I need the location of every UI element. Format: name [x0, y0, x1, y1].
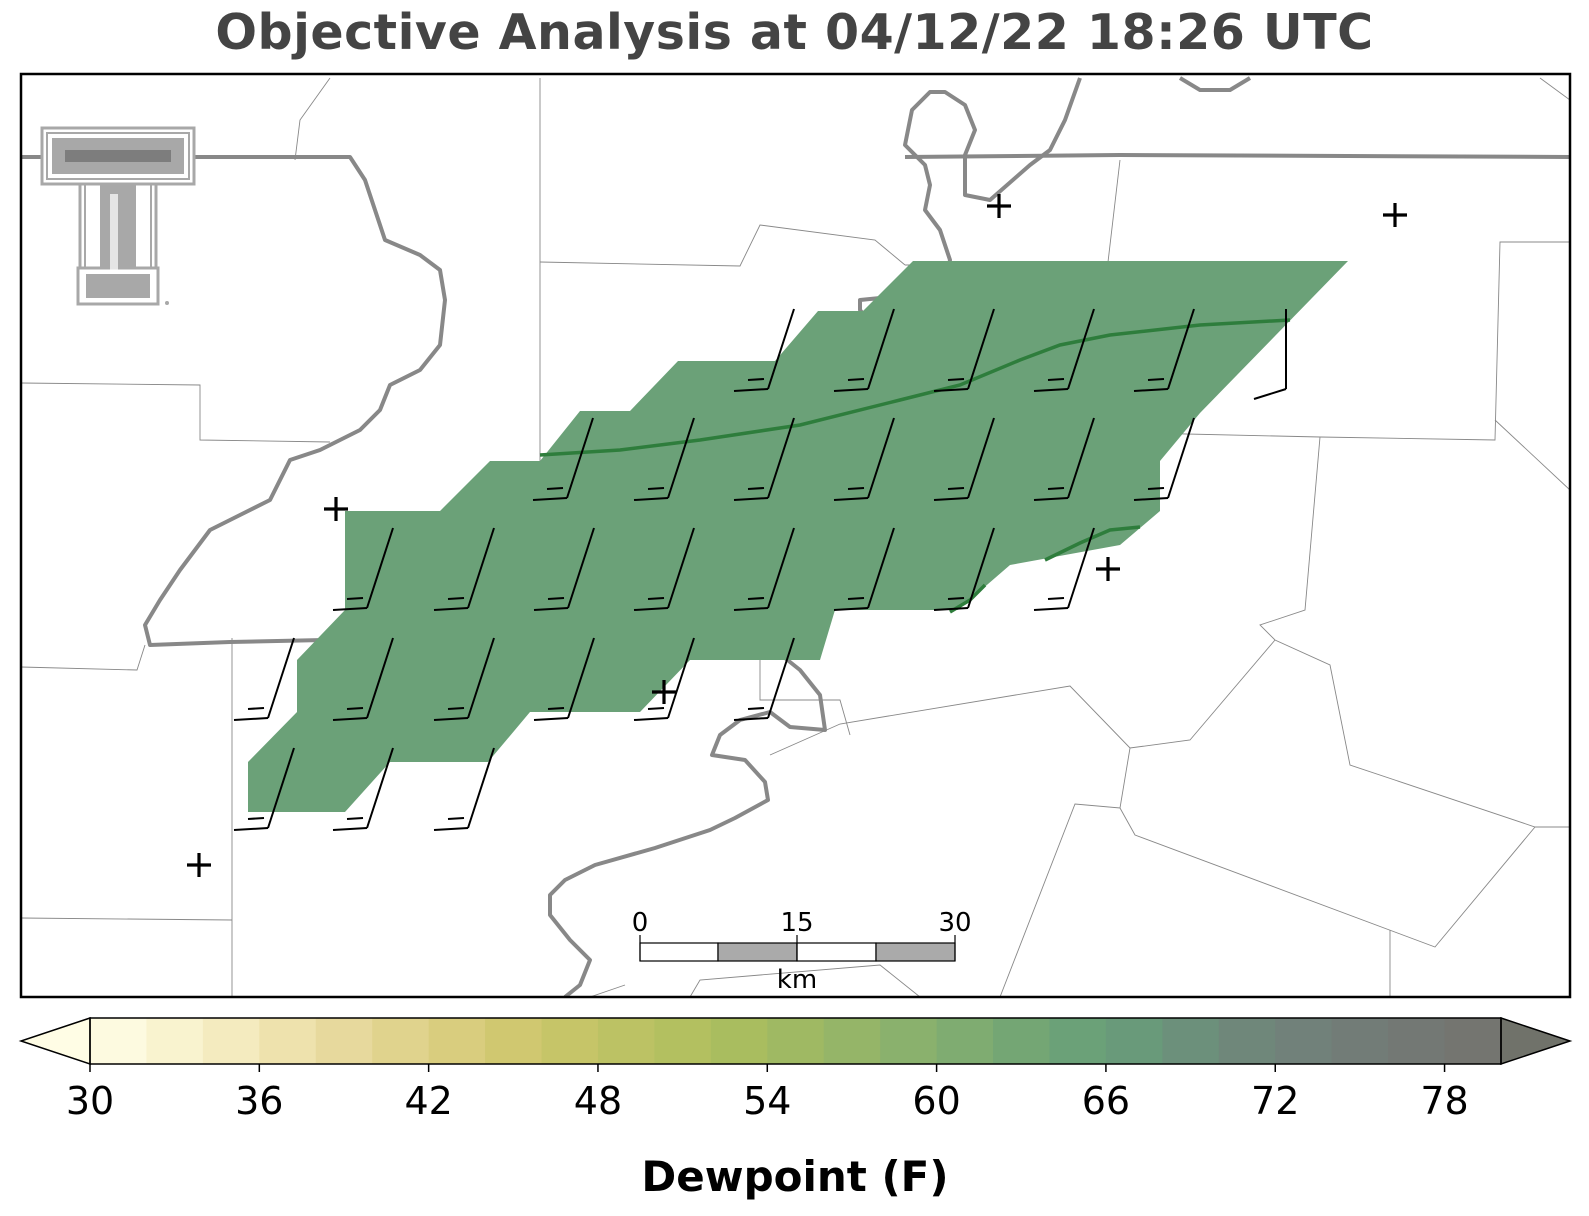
scale-label-0: 0 — [632, 908, 649, 938]
wind-barbs — [233, 308, 1287, 831]
colorbar-tick-label: 60 — [912, 1079, 960, 1123]
colorbar-cell — [1162, 1018, 1220, 1064]
dewpoint-shaded-region — [248, 261, 1348, 812]
colorbar-cell — [1331, 1018, 1389, 1064]
colorbar-tick-label: 30 — [66, 1079, 114, 1123]
station-marker — [324, 497, 348, 521]
colorbar-cell — [1275, 1018, 1333, 1064]
wind-barb — [733, 527, 795, 611]
colorbar-cell — [1388, 1018, 1446, 1064]
colorbar-cell — [993, 1018, 1051, 1064]
colorbar-cell — [428, 1018, 486, 1064]
colorbar-cell — [202, 1018, 260, 1064]
colorbar-cell — [1105, 1018, 1163, 1064]
wind-barb — [233, 637, 295, 721]
wind-barb — [1133, 308, 1195, 392]
colorbar-under-arrow — [18, 1016, 91, 1066]
wind-barb — [833, 417, 895, 501]
colorbar-cell — [936, 1018, 994, 1064]
station-markers — [187, 194, 1407, 877]
colorbar-cell — [146, 1018, 204, 1064]
colorbar-cell — [372, 1018, 430, 1064]
scale-label-15: 15 — [780, 908, 813, 938]
wind-barb — [733, 308, 795, 392]
colorbar-cell — [597, 1018, 655, 1064]
wind-barb — [1033, 417, 1095, 501]
wind-barb — [933, 417, 995, 501]
wind-barb — [532, 417, 594, 501]
wind-barb — [533, 637, 595, 721]
colorbar-cell — [767, 1018, 825, 1064]
colorbar-cell — [259, 1018, 317, 1064]
wind-barb — [733, 637, 795, 721]
map-frame — [19, 72, 1572, 999]
colorbar-cell — [823, 1018, 881, 1064]
colorbar-cell — [710, 1018, 768, 1064]
colorbar-cell — [1049, 1018, 1107, 1064]
scale-label-30: 30 — [938, 908, 971, 938]
wind-barb — [1253, 309, 1287, 400]
wind-barb — [633, 527, 695, 611]
colorbar-cell — [1444, 1018, 1502, 1064]
wind-barb — [433, 527, 495, 611]
wind-barb — [332, 747, 394, 831]
colorbar-label: Dewpoint (F) — [641, 1152, 948, 1201]
map-title: Objective Analysis at 04/12/22 18:26 UTC — [215, 4, 1374, 61]
colorbar-cell — [880, 1018, 938, 1064]
station-marker — [1383, 203, 1407, 227]
station-marker — [652, 680, 676, 704]
wind-barb — [1033, 308, 1095, 392]
colorbar-cell — [315, 1018, 373, 1064]
colorbar-cell — [90, 1018, 148, 1064]
wind-barb — [233, 747, 295, 831]
wind-barb — [332, 527, 394, 611]
station-marker — [187, 853, 211, 877]
wind-barb — [833, 527, 895, 611]
colorbar-tick-label: 78 — [1420, 1079, 1468, 1123]
texas-tech-logo — [40, 126, 196, 306]
colorbar-tick-label: 42 — [404, 1079, 452, 1123]
wind-barb — [733, 417, 795, 501]
wind-barb — [633, 637, 695, 721]
wind-barb — [1133, 417, 1195, 501]
colorbar-tick-label: 48 — [574, 1079, 622, 1123]
wind-barb — [433, 637, 495, 721]
wind-barb — [433, 747, 495, 831]
wind-barb — [833, 308, 895, 392]
colorbar-cell — [654, 1018, 712, 1064]
colorbar-cell — [541, 1018, 599, 1064]
colorbar-tick-label: 66 — [1082, 1079, 1130, 1123]
colorbar-cell — [1218, 1018, 1276, 1064]
scale-unit: km — [777, 965, 817, 995]
scale-bar: 0 15 30 km — [632, 908, 972, 995]
wind-barb — [332, 637, 394, 721]
colorbar-cell — [485, 1018, 543, 1064]
colorbar-tick-label: 54 — [743, 1079, 791, 1123]
wind-barb — [933, 308, 995, 392]
colorbar-tick-label: 72 — [1251, 1079, 1299, 1123]
wind-barb — [933, 527, 995, 611]
station-marker — [987, 194, 1011, 218]
wind-barb — [533, 527, 595, 611]
dewpoint-colorbar: 30 36 42 48 54 60 66 72 78 Dewpoint (F) — [18, 1016, 1573, 1201]
wind-barb — [633, 417, 695, 501]
colorbar-over-arrow — [1500, 1016, 1573, 1066]
wind-barb — [1033, 527, 1095, 611]
colorbar-tick-label: 36 — [235, 1079, 283, 1123]
station-marker — [1096, 557, 1120, 581]
